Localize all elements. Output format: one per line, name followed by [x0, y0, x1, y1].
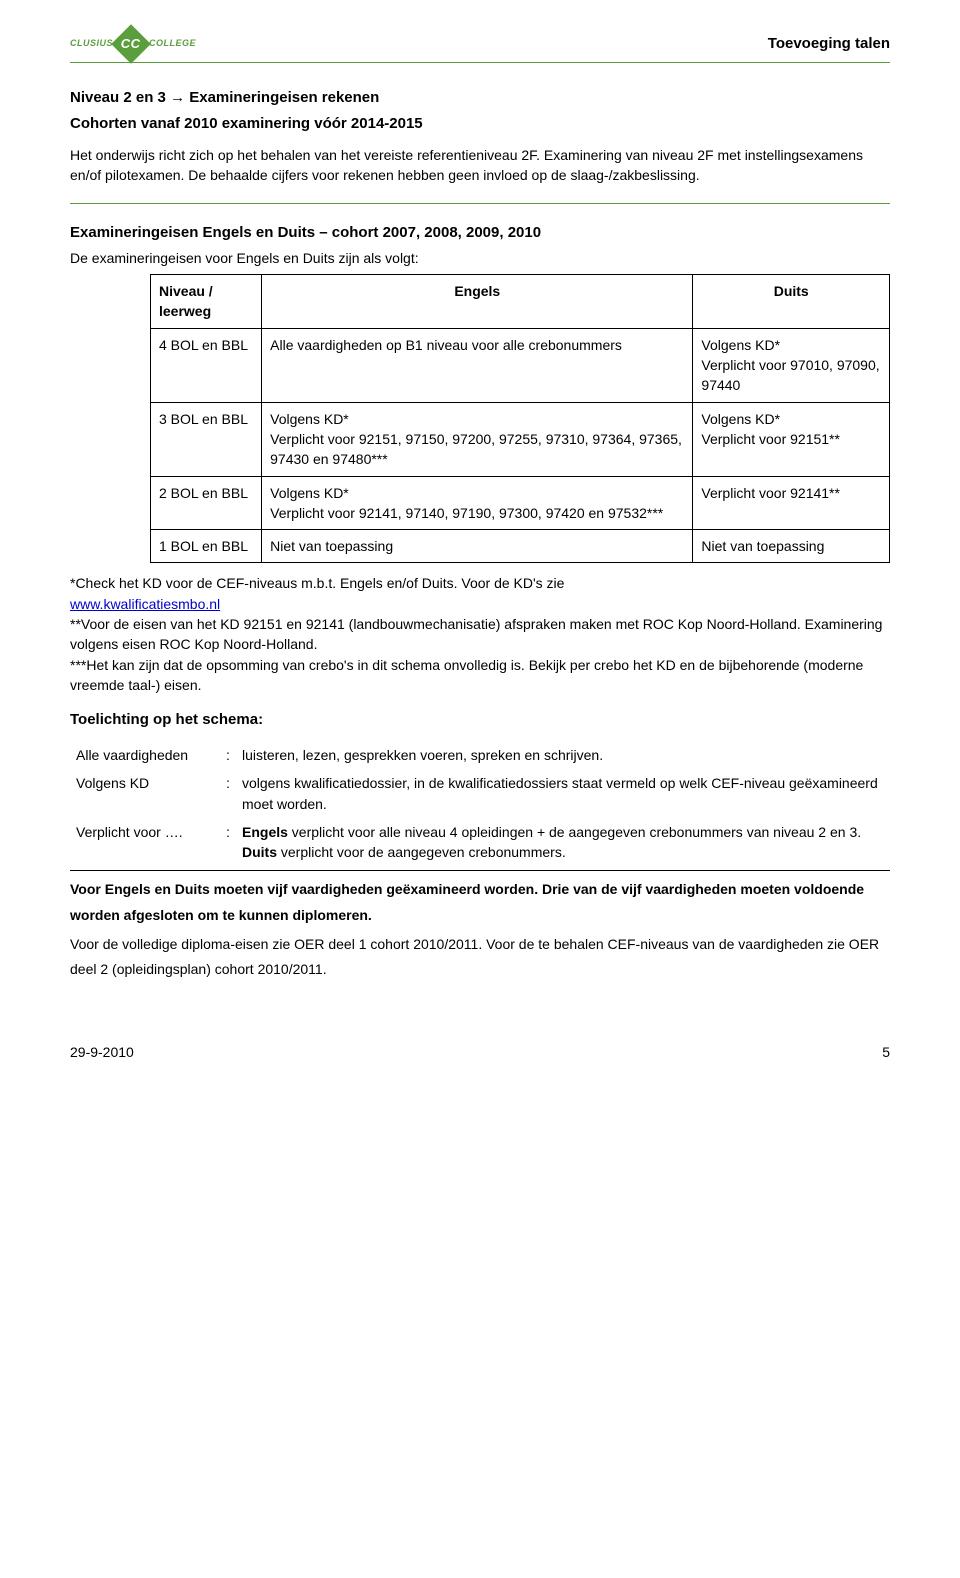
table-row: 3 BOL en BBLVolgens KD*Verplicht voor 92… — [151, 402, 890, 476]
toelichting-row: Alle vaardigheden:luisteren, lezen, gesp… — [70, 741, 890, 769]
section1-subtitle: Cohorten vanaf 2010 examinering vóór 201… — [70, 113, 890, 135]
footnote-3: ***Het kan zijn dat de opsomming van cre… — [70, 655, 890, 696]
table-cell: Alle vaardigheden op B1 niveau voor alle… — [262, 328, 693, 402]
section1-title-prefix: Niveau 2 en 3 — [70, 89, 170, 106]
table-row: 1 BOL en BBLNiet van toepassingNiet van … — [151, 530, 890, 563]
footer-page-number: 5 — [882, 1042, 890, 1062]
table-cell: 1 BOL en BBL — [151, 530, 262, 563]
table-row: 4 BOL en BBLAlle vaardigheden op B1 nive… — [151, 328, 890, 402]
toelichting-def: luisteren, lezen, gesprekken voeren, spr… — [236, 741, 890, 769]
table-cell: Volgens KD*Verplicht voor 92151** — [693, 402, 890, 476]
toelichting-row: Verplicht voor ….:Engels verplicht voor … — [70, 818, 890, 867]
footnote-2: **Voor de eisen van het KD 92151 en 9214… — [70, 614, 890, 655]
toelichting-heading: Toelichting op het schema: — [70, 709, 890, 731]
table-cell: Niet van toepassing — [693, 530, 890, 563]
requirements-table: Niveau / leerweg Engels Duits 4 BOL en B… — [150, 274, 890, 563]
section1-title: Niveau 2 en 3 → Examineringeisen rekenen — [70, 87, 890, 109]
section2-title: Examineringeisen Engels en Duits – cohor… — [70, 222, 890, 244]
footer-date: 29-9-2010 — [70, 1042, 134, 1062]
page-footer: 29-9-2010 5 — [70, 1042, 890, 1062]
toelichting-term: Alle vaardigheden — [70, 741, 220, 769]
footnote-1-text: *Check het KD voor de CEF-niveaus m.b.t.… — [70, 575, 564, 591]
table-header-niveau: Niveau / leerweg — [151, 275, 262, 329]
logo: CLUSIUS CC COLLEGE — [70, 30, 196, 58]
table-cell: 3 BOL en BBL — [151, 402, 262, 476]
toelichting-box: Voor Engels en Duits moeten vijf vaardig… — [70, 870, 890, 982]
section1-paragraph: Het onderwijs richt zich op het behalen … — [70, 145, 890, 186]
toelichting-box-line2: Voor de volledige diploma-eisen zie OER … — [70, 932, 890, 982]
table-header-engels: Engels — [262, 275, 693, 329]
page-header: CLUSIUS CC COLLEGE Toevoeging talen — [70, 30, 890, 58]
table-cell: 2 BOL en BBL — [151, 476, 262, 530]
table-cell: 4 BOL en BBL — [151, 328, 262, 402]
toelichting-term: Volgens KD — [70, 769, 220, 818]
toelichting-row: Volgens KD:volgens kwalificatiedossier, … — [70, 769, 890, 818]
table-row: 2 BOL en BBLVolgens KD*Verplicht voor 92… — [151, 476, 890, 530]
toelichting-colon: : — [220, 818, 236, 867]
toelichting-box-line1: Voor Engels en Duits moeten vijf vaardig… — [70, 877, 890, 927]
table-cell: Niet van toepassing — [262, 530, 693, 563]
table-cell: Verplicht voor 92141** — [693, 476, 890, 530]
logo-text-right: COLLEGE — [149, 37, 196, 50]
header-divider — [70, 62, 890, 63]
toelichting-term: Verplicht voor …. — [70, 818, 220, 867]
header-right-text: Toevoeging talen — [768, 33, 890, 55]
kwalificaties-link[interactable]: www.kwalificatiesmbo.nl — [70, 596, 220, 612]
toelichting-def: Engels verplicht voor alle niveau 4 ople… — [236, 818, 890, 867]
section2-intro: De examineringeisen voor Engels en Duits… — [70, 248, 890, 268]
toelichting-def: volgens kwalificatiedossier, in de kwali… — [236, 769, 890, 818]
toelichting-colon: : — [220, 741, 236, 769]
logo-text-left: CLUSIUS — [70, 37, 113, 50]
toelichting-colon: : — [220, 769, 236, 818]
table-cell: Volgens KD*Verplicht voor 92151, 97150, … — [262, 402, 693, 476]
toelichting-table: Alle vaardigheden:luisteren, lezen, gesp… — [70, 741, 890, 866]
section1-title-suffix: Examineringeisen rekenen — [185, 89, 379, 106]
arrow-icon: → — [170, 89, 185, 106]
table-header-duits: Duits — [693, 275, 890, 329]
table-header-row: Niveau / leerweg Engels Duits — [151, 275, 890, 329]
table-cell: Volgens KD*Verplicht voor 97010, 97090, … — [693, 328, 890, 402]
section-divider — [70, 203, 890, 204]
table-cell: Volgens KD*Verplicht voor 92141, 97140, … — [262, 476, 693, 530]
footnote-1: *Check het KD voor de CEF-niveaus m.b.t.… — [70, 573, 890, 614]
logo-diamond-icon: CC — [111, 24, 151, 64]
